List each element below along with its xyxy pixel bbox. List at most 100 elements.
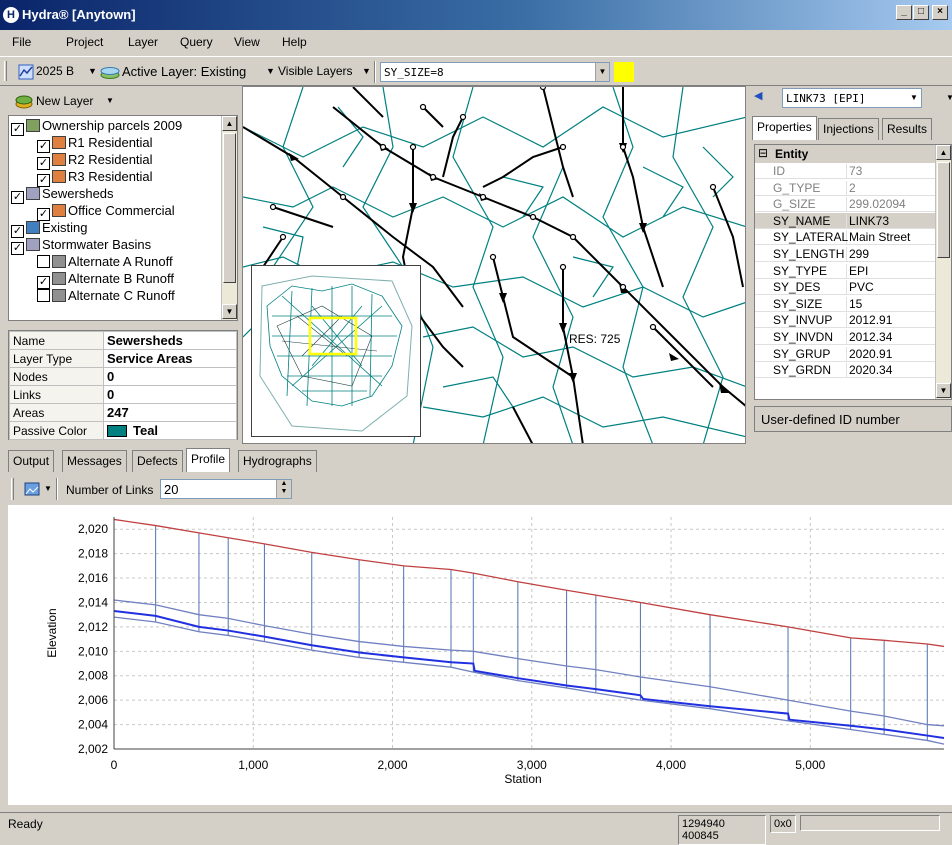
layer-item[interactable]: Alternate C Runoff — [37, 288, 175, 305]
tab-results[interactable]: Results — [882, 118, 933, 140]
menu-view[interactable]: View — [234, 35, 260, 49]
property-row[interactable]: SY_INVDN 2012.34 — [755, 329, 935, 345]
layer-item[interactable]: ✓ Ownership parcels 2009 — [11, 118, 182, 136]
links-spinner-icon[interactable]: ▲ ▼ — [276, 480, 291, 498]
layer-checkbox[interactable]: ✓ — [37, 174, 50, 187]
layer-checkbox[interactable]: ✓ — [37, 157, 50, 170]
tab-output[interactable]: Output — [8, 450, 55, 472]
query-dropdown-icon[interactable]: ▼ — [595, 63, 609, 81]
layer-item[interactable]: ✓ Office Commercial — [37, 203, 175, 221]
property-value[interactable]: Main Street — [849, 230, 911, 245]
y-tick-label: 2,018 — [78, 547, 108, 561]
layer-checkbox[interactable]: ✓ — [11, 123, 24, 136]
tab-injections[interactable]: Injections — [818, 118, 879, 140]
property-value[interactable]: 15 — [849, 296, 863, 311]
menu-query[interactable]: Query — [180, 35, 213, 49]
layer-item[interactable]: ✓ R1 Residential — [37, 135, 153, 153]
property-scroll-thumb[interactable] — [937, 162, 950, 258]
menu-file[interactable]: File — [12, 35, 32, 49]
tab-defects[interactable]: Defects — [132, 450, 183, 472]
back-arrow-icon[interactable]: ◀ — [754, 90, 763, 102]
visible-layers-dropdown-icon[interactable]: ▼ — [362, 66, 371, 76]
layer-item[interactable]: ✓ Existing — [11, 220, 88, 238]
property-row[interactable]: SY_NAME LINK73 — [755, 212, 935, 229]
chart-image-dropdown-icon[interactable]: ▼ — [44, 484, 52, 493]
entity-selector[interactable]: LINK73 [EPI] ▼ — [782, 88, 922, 108]
property-row[interactable]: G_TYPE 2 — [755, 179, 935, 196]
scroll-down-icon[interactable]: ▼ — [222, 304, 237, 319]
property-value[interactable]: LINK73 — [849, 213, 890, 228]
property-value[interactable]: 299 — [849, 247, 870, 261]
property-row[interactable]: SY_DES PVC — [755, 279, 935, 296]
query-color-swatch[interactable] — [614, 62, 634, 82]
y-tick-label: 2,010 — [78, 644, 108, 658]
minimize-button[interactable]: _ — [896, 5, 912, 20]
property-row[interactable]: SY_LENGTH 299 — [755, 246, 935, 262]
menu-layer[interactable]: Layer — [128, 35, 159, 49]
property-value[interactable]: EPI — [849, 263, 869, 278]
property-row[interactable]: SY_SIZE 15 — [755, 295, 935, 312]
property-value[interactable]: 2020.34 — [849, 363, 893, 378]
scroll-thumb[interactable] — [223, 133, 236, 283]
layer-checkbox[interactable]: ✓ — [11, 225, 24, 238]
property-value[interactable]: 2012.34 — [849, 330, 893, 344]
menu-project[interactable]: Project — [66, 35, 104, 49]
property-row[interactable]: SY_GRDN 2020.34 — [755, 362, 935, 379]
layer-checkbox[interactable]: ✓ — [37, 140, 50, 153]
layer-prop-key: Layer Type — [9, 349, 104, 368]
tab-properties[interactable]: Properties — [752, 116, 817, 140]
new-layer-dropdown-icon[interactable]: ▼ — [106, 96, 114, 105]
scenario-dropdown-icon[interactable]: ▼ — [88, 66, 97, 76]
passive-color-swatch[interactable] — [107, 425, 127, 437]
collapse-icon[interactable]: ⊟ — [758, 146, 769, 160]
layer-item[interactable]: ✓ R2 Residential — [37, 152, 153, 170]
layer-checkbox[interactable]: ✓ — [37, 276, 50, 289]
scenario-selector[interactable]: 2025 B — [36, 64, 75, 78]
property-row[interactable]: SY_INVUP 2012.91 — [755, 312, 935, 329]
map-network[interactable]: RES: 725 — [243, 87, 746, 444]
property-row[interactable]: SY_GRUP 2020.91 — [755, 345, 935, 362]
map-view[interactable]: RES: 725 — [242, 86, 746, 444]
property-value[interactable]: PVC — [849, 280, 874, 295]
property-row[interactable]: G_SIZE 299.02094 — [755, 196, 935, 213]
layer-checkbox[interactable]: ✓ — [37, 208, 50, 221]
query-combo[interactable]: SY_SIZE=8 ▼ — [380, 62, 610, 82]
property-row[interactable]: SY_TYPE EPI — [755, 262, 935, 279]
property-row[interactable]: SY_LATERAL Main Street — [755, 229, 935, 246]
visible-layers-selector[interactable]: Visible Layers — [278, 64, 353, 78]
tab-hydrographs[interactable]: Hydrographs — [238, 450, 317, 472]
overview-map[interactable] — [251, 265, 421, 437]
layer-item[interactable]: ✓ Sewersheds — [11, 186, 114, 204]
layer-checkbox[interactable] — [37, 289, 50, 302]
property-category-row[interactable]: ⊟ Entity — [755, 145, 935, 163]
overview-viewport-box[interactable] — [308, 316, 358, 356]
active-layer-dropdown-icon[interactable]: ▼ — [266, 66, 275, 76]
property-value[interactable]: 2012.91 — [849, 313, 893, 328]
tab-messages[interactable]: Messages — [62, 450, 127, 472]
active-layer-selector[interactable]: Active Layer: Existing — [122, 64, 247, 79]
maximize-button[interactable]: □ — [913, 5, 929, 20]
property-grid-scrollbar[interactable]: ▲ ▼ — [935, 145, 951, 399]
layer-tree-scrollbar[interactable]: ▲ ▼ — [221, 116, 237, 320]
property-scroll-down-icon[interactable]: ▼ — [936, 383, 951, 398]
layer-item[interactable]: Alternate A Runoff — [37, 254, 173, 271]
layer-checkbox[interactable]: ✓ — [11, 242, 24, 255]
layer-checkbox[interactable]: ✓ — [11, 191, 24, 204]
panel-menu-icon[interactable]: ▼ — [946, 93, 952, 102]
layer-item[interactable]: ✓ Alternate B Runoff — [37, 271, 174, 289]
layer-checkbox[interactable] — [37, 255, 50, 268]
links-count-input[interactable]: 20 ▲ ▼ — [160, 479, 292, 499]
entity-selector-dropdown-icon[interactable]: ▼ — [907, 89, 921, 107]
new-layer-button[interactable]: New Layer — [36, 94, 94, 108]
property-value: 299.02094 — [849, 197, 906, 212]
property-row[interactable]: ID 73 — [755, 163, 935, 179]
tab-profile[interactable]: Profile — [186, 448, 231, 472]
property-value[interactable]: 2020.91 — [849, 346, 893, 361]
close-button[interactable]: × — [932, 5, 948, 20]
chart-image-icon[interactable] — [24, 482, 40, 496]
layer-item[interactable]: ✓ R3 Residential — [37, 169, 153, 187]
menu-help[interactable]: Help — [282, 35, 307, 49]
property-scroll-up-icon[interactable]: ▲ — [936, 145, 951, 160]
scroll-up-icon[interactable]: ▲ — [222, 116, 237, 131]
layer-item[interactable]: ✓ Stormwater Basins — [11, 237, 151, 255]
